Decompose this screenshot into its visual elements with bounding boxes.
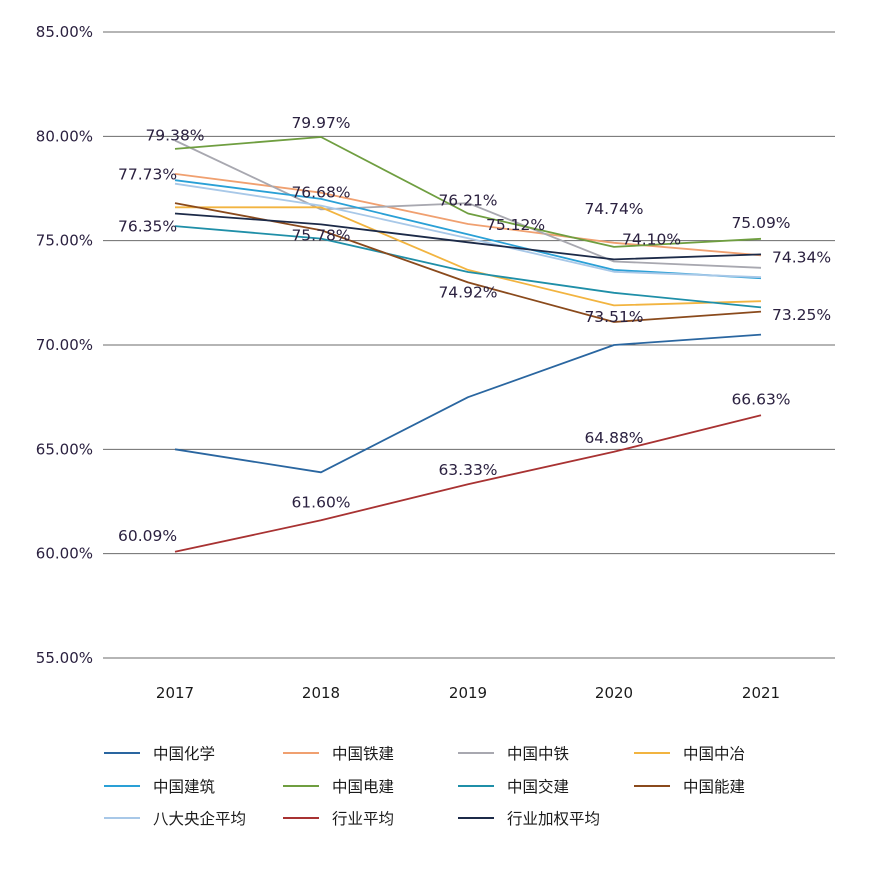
x-tick-label: 2021 [742,684,780,702]
legend-label: 中国化学 [153,745,215,763]
legend-label: 中国中冶 [683,745,745,763]
series-line [174,225,762,309]
legend-label: 中国交建 [507,778,569,796]
data-label: 73.51% [584,308,643,326]
data-label: 75.09% [731,214,790,232]
y-tick-label: 65.00% [36,440,93,458]
data-label: 79.97% [291,114,350,132]
data-label: 66.63% [731,390,790,408]
x-tick-label: 2017 [156,684,194,702]
data-label: 79.38% [145,126,204,144]
series-line [174,212,762,261]
legend-label: 八大央企平均 [153,810,246,828]
data-label: 61.60% [291,493,350,511]
data-label: 73.25% [772,306,831,324]
legend-label: 行业加权平均 [507,810,600,828]
x-tick-label: 2019 [449,684,487,702]
legend-label: 中国电建 [332,778,394,796]
y-tick-label: 85.00% [36,23,93,41]
series-line [174,182,762,279]
series-lines [174,136,762,553]
series-line [174,179,762,280]
y-tick-label: 80.00% [36,127,93,145]
data-label: 76.68% [291,184,350,202]
data-label: 75.12% [486,216,545,234]
data-label: 63.33% [438,461,497,479]
legend-label: 中国铁建 [332,745,394,763]
y-tick-label: 70.00% [36,336,93,354]
data-label: 64.88% [584,429,643,447]
data-label: 74.34% [772,248,831,266]
data-label: 76.21% [438,191,497,209]
legend-label: 中国建筑 [153,778,216,796]
legend-label: 行业平均 [332,810,394,828]
series-line [175,206,762,307]
data-label: 60.09% [118,527,177,545]
series-line [174,414,762,553]
y-tick-label: 60.00% [36,545,93,563]
legend-label: 中国中铁 [507,745,569,763]
x-axis-ticks: 2017 2018 2019 2020 2021 [156,684,780,702]
y-tick-label: 75.00% [36,232,93,250]
y-axis-ticks: 55.00% 60.00% 65.00% 70.00% 75.00% 80.00% 85.0… [36,23,93,667]
data-label: 75.78% [291,226,350,244]
legend-label: 中国能建 [683,778,745,796]
data-labels: 79.38% 77.73% 76.35% 60.09% 79.97% 76.68% 75.7… [118,114,831,545]
gridlines [103,31,835,659]
data-label: 74.92% [438,283,497,301]
x-tick-label: 2018 [302,684,340,702]
series-line [174,333,762,474]
data-label: 74.10% [622,230,681,248]
data-label: 77.73% [118,166,177,184]
series-line [174,136,762,248]
data-label: 76.35% [118,217,177,235]
series-line [174,139,762,269]
x-tick-label: 2020 [595,684,633,702]
y-tick-label: 55.00% [36,649,93,667]
data-label: 74.74% [584,200,643,218]
